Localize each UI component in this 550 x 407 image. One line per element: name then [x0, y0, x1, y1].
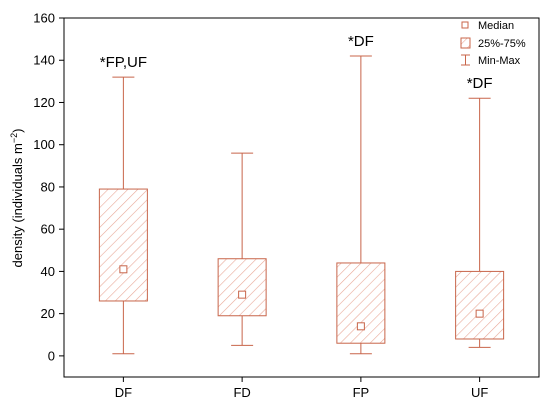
median-marker-df: [119, 265, 128, 274]
box-fd: [217, 152, 267, 346]
annotation-df: *FP,UF: [100, 54, 147, 71]
x-tick-label-fd: FD: [233, 385, 250, 400]
box-fp: *DF: [336, 33, 386, 355]
annotation-fp: *DF: [348, 33, 374, 50]
median-marker-fp: [356, 322, 365, 331]
y-tick-label-160: 160: [33, 11, 55, 26]
legend-median-label: Median: [478, 20, 514, 32]
median-marker-uf: [475, 309, 484, 318]
box-df: *FP,UF: [98, 54, 148, 355]
y-tick-label-0: 0: [48, 348, 55, 363]
legend: Median 25%-75% Min-Max: [460, 20, 526, 67]
iqr-box-uf: [455, 270, 505, 340]
y-tick-label-100: 100: [33, 137, 55, 152]
legend-minmax-label: Min-Max: [478, 55, 521, 67]
y-tick-label-60: 60: [41, 222, 55, 237]
iqr-box-fd: [217, 258, 267, 317]
y-axis: 0 20 40 60 80 100 120 140 160: [33, 11, 64, 363]
x-axis: DF FD FP UF: [115, 377, 488, 400]
x-tick-label-df: DF: [115, 385, 132, 400]
y-axis-title: density (individuals m−2): [9, 129, 25, 268]
legend-median-icon: [461, 21, 469, 29]
median-marker-fd: [238, 290, 247, 299]
plot-area: [63, 17, 540, 378]
legend-iqr-label: 25%-75%: [478, 38, 526, 50]
annotation-uf: *DF: [467, 75, 493, 92]
y-tick-label-20: 20: [41, 306, 55, 321]
y-tick-label-140: 140: [33, 53, 55, 68]
x-tick-label-uf: UF: [471, 385, 488, 400]
iqr-box-fp: [336, 262, 386, 344]
x-tick-label-fp: FP: [353, 385, 370, 400]
y-tick-label-40: 40: [41, 264, 55, 279]
iqr-box-df: [98, 188, 148, 302]
boxes: *FP,UF *DF *DF: [98, 33, 505, 355]
y-tick-label-120: 120: [33, 95, 55, 110]
legend-iqr-icon: [460, 37, 471, 49]
y-tick-label-80: 80: [41, 179, 55, 194]
box-uf: *DF: [455, 75, 505, 348]
